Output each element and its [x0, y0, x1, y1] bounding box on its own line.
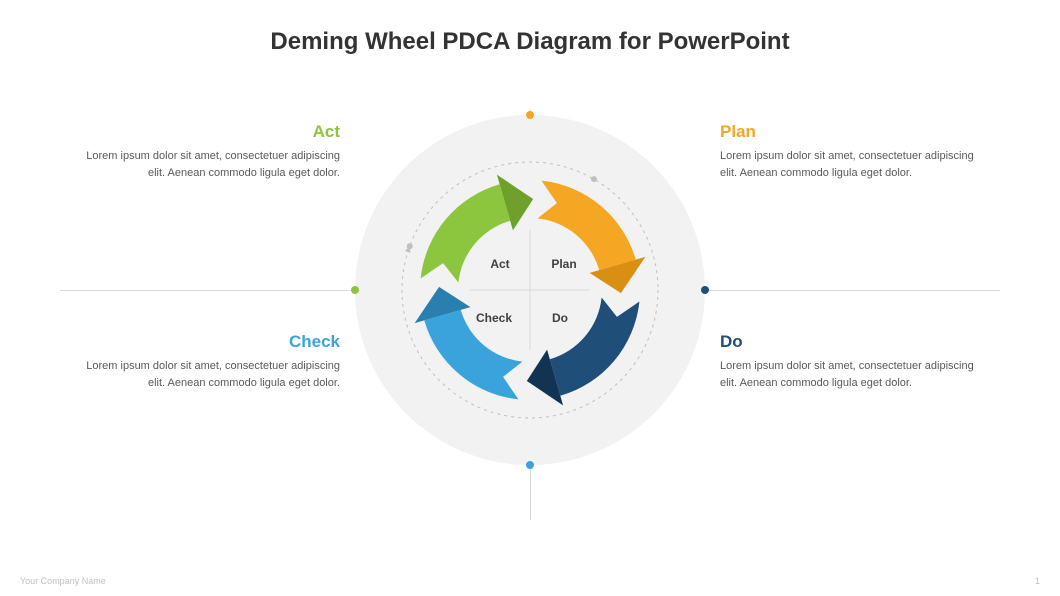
inner-label-act: Act	[490, 257, 509, 271]
inner-label-plan: Plan	[551, 257, 576, 271]
quadrant-plan-body: Lorem ipsum dolor sit amet, consectetuer…	[720, 148, 980, 181]
slide: Deming Wheel PDCA Diagram for PowerPoint…	[0, 0, 1060, 596]
slide-title: Deming Wheel PDCA Diagram for PowerPoint	[0, 28, 1060, 56]
pdca-wheel: Plan Do Check Act	[335, 95, 725, 485]
quadrant-do: Do Lorem ipsum dolor sit amet, consectetu…	[720, 332, 980, 391]
quadrant-check: Check Lorem ipsum dolor sit amet, consect…	[80, 332, 340, 391]
quadrant-act-body: Lorem ipsum dolor sit amet, consectetuer…	[80, 148, 340, 181]
quadrant-act-title: Act	[80, 122, 340, 142]
quadrant-do-body: Lorem ipsum dolor sit amet, consectetuer…	[720, 358, 980, 391]
quadrant-do-title: Do	[720, 332, 980, 352]
quadrant-check-body: Lorem ipsum dolor sit amet, consectetuer…	[80, 358, 340, 391]
quadrant-act: Act Lorem ipsum dolor sit amet, consectet…	[80, 122, 340, 181]
inner-label-check: Check	[476, 311, 512, 325]
quadrant-plan-title: Plan	[720, 122, 980, 142]
quadrant-plan: Plan Lorem ipsum dolor sit amet, consecte…	[720, 122, 980, 181]
footer-company: Your Company Name	[20, 576, 106, 586]
inner-label-do: Do	[552, 311, 568, 325]
diagram-stage: Plan Do Check Act Act Lorem ipsum dolor sit …	[0, 80, 1060, 560]
footer-page: 1	[1035, 576, 1040, 586]
quadrant-check-title: Check	[80, 332, 340, 352]
dashed-dot-0	[591, 176, 597, 182]
